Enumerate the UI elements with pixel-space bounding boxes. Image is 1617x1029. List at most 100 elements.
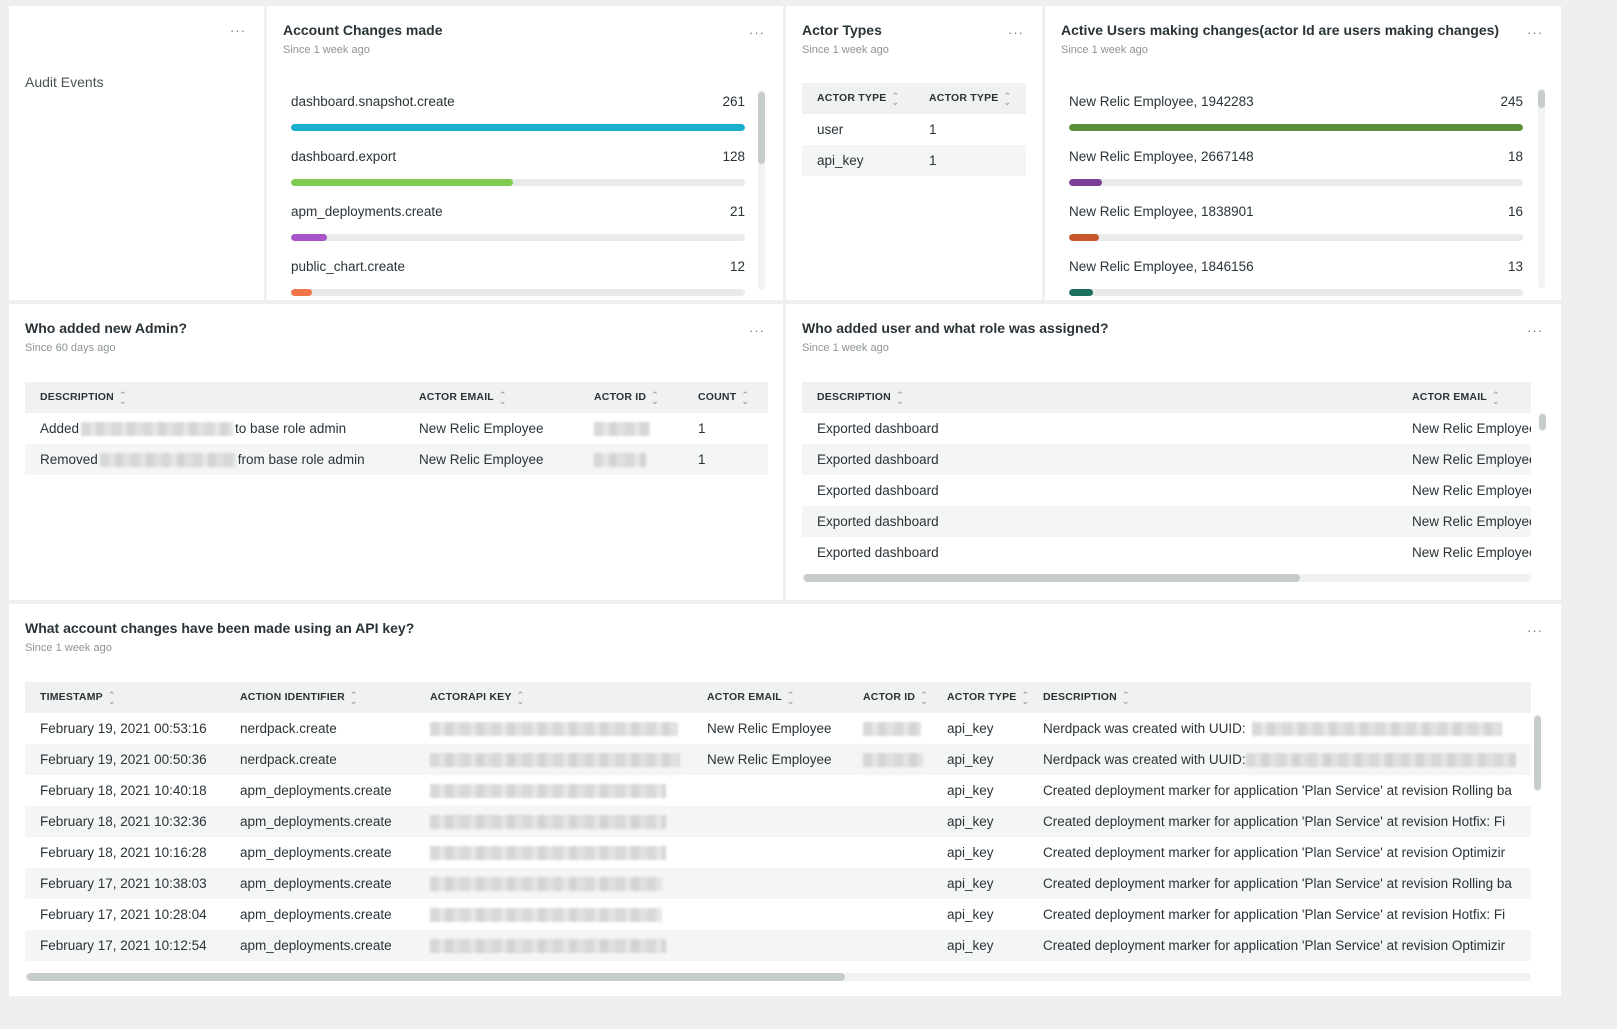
sort-icon: ⌃ ⌄	[786, 689, 795, 706]
sort-icon: ⌃ ⌄	[107, 689, 116, 706]
vertical-scrollbar[interactable]	[1539, 412, 1546, 432]
widget-menu-button[interactable]: ···	[230, 23, 246, 38]
vertical-scrollbar[interactable]	[758, 90, 765, 290]
bar-track	[1069, 124, 1523, 131]
widget-menu-button[interactable]: ···	[1008, 25, 1024, 40]
table-cell: apm_deployments.create	[225, 868, 415, 899]
bar-item[interactable]: apm_deployments.create 21	[283, 196, 745, 251]
column-header[interactable]: ACTOR EMAIL ⌃ ⌄	[1397, 382, 1531, 413]
column-header[interactable]: ACTOR TYPE ⌃ ⌄	[914, 83, 1026, 114]
column-header[interactable]: ACTOR TYPE ⌃ ⌄	[932, 682, 1029, 713]
table-cell	[848, 930, 932, 961]
column-header[interactable]: DESCRIPTION ⌃ ⌄	[25, 382, 404, 413]
table-cell: api_key	[932, 930, 1028, 961]
bar-fill	[1069, 179, 1103, 186]
table-cell: 1	[914, 145, 1026, 176]
table-row: Exported dashboard New Relic Employee	[802, 537, 1531, 568]
bar-item[interactable]: New Relic Employee, 2667148 18	[1061, 141, 1523, 196]
table-cell: New Relic Employee	[707, 721, 832, 736]
sort-icon: ⌃ ⌄	[651, 389, 659, 406]
table-cell: apm_deployments.create	[225, 806, 415, 837]
column-header[interactable]: COUNT ⌃ ⌄	[683, 382, 768, 413]
bar-item[interactable]: public_chart.create 12	[283, 251, 745, 300]
bar-label: New Relic Employee, 1838901	[1069, 204, 1254, 219]
table-cell: Created deployment marker for applicatio…	[1043, 907, 1506, 922]
scrollbar-thumb[interactable]	[758, 92, 765, 164]
vertical-scrollbar[interactable]	[1538, 88, 1545, 288]
table-cell	[848, 775, 932, 806]
widget-title: Account Changes made	[283, 22, 443, 38]
table-cell: 1	[683, 444, 768, 475]
billboard-title: Audit Events	[25, 74, 104, 90]
widget-title: Who added new Admin?	[25, 320, 188, 336]
table-cell: api_key	[947, 907, 994, 922]
horizontal-scrollbar[interactable]	[25, 973, 1531, 981]
table-cell	[848, 837, 932, 868]
bar-value: 245	[1500, 94, 1523, 109]
scrollbar-thumb[interactable]	[1539, 414, 1546, 430]
column-header[interactable]: ACTION IDENTIFIER ⌃ ⌄	[225, 682, 415, 713]
bar-item[interactable]: dashboard.snapshot.create 261	[283, 86, 745, 141]
bar-track	[291, 234, 745, 241]
scrollbar-thumb[interactable]	[804, 574, 1300, 582]
table-cell	[848, 744, 932, 775]
table-cell: api_key	[932, 806, 1028, 837]
column-header[interactable]: ACTOR ID ⌃ ⌄	[848, 682, 932, 713]
table-cell: api_key	[947, 845, 994, 860]
horizontal-scrollbar[interactable]	[802, 574, 1531, 582]
widget-menu-button[interactable]: ···	[1527, 323, 1543, 338]
widget-menu-button[interactable]: ···	[1527, 623, 1543, 638]
table-row: February 19, 2021 00:50:36 nerdpack.crea…	[25, 744, 1531, 775]
widget-subtitle: Since 1 week ago	[25, 642, 112, 654]
column-header[interactable]: ACTOR EMAIL ⌃ ⌄	[692, 682, 848, 713]
scrollbar-thumb[interactable]	[27, 973, 845, 981]
table-cell	[415, 899, 692, 930]
bar-label: apm_deployments.create	[291, 204, 443, 219]
bar-item[interactable]: New Relic Employee, 1942283 245	[1061, 86, 1523, 141]
bar-fill	[291, 179, 514, 186]
table-cell	[692, 899, 848, 930]
column-header[interactable]: ACTOR EMAIL ⌃ ⌄	[404, 382, 579, 413]
bar-label: New Relic Employee, 2667148	[1069, 149, 1254, 164]
column-header[interactable]: ACTOR TYPE ⌃ ⌄	[802, 83, 914, 114]
column-header[interactable]: DESCRIPTION ⌃ ⌄	[802, 382, 1397, 413]
table-cell: apm_deployments.create	[240, 783, 392, 798]
widget-menu-button[interactable]: ···	[1527, 25, 1543, 40]
bar-value: 13	[1507, 259, 1523, 274]
column-header[interactable]: DESCRIPTION ⌃ ⌄	[1028, 682, 1531, 713]
sort-icon: ⌃ ⌄	[516, 689, 525, 706]
widget-menu-button[interactable]: ···	[749, 323, 765, 338]
table-cell: Exported dashboard	[802, 444, 1397, 475]
widget-title: Actor Types	[802, 22, 882, 38]
column-header[interactable]: TIMESTAMP ⌃ ⌄	[25, 682, 225, 713]
table-cell	[692, 930, 848, 961]
table-row: api_key 1	[802, 145, 1026, 176]
bar-track	[1069, 179, 1523, 186]
widget-menu-button[interactable]: ···	[749, 25, 765, 40]
bar-value: 261	[722, 94, 745, 109]
table-row: Exported dashboard New Relic Employee	[802, 475, 1531, 506]
table-row: February 19, 2021 00:53:16 nerdpack.crea…	[25, 713, 1531, 744]
table-cell: nerdpack.create	[225, 744, 415, 775]
bar-item[interactable]: New Relic Employee, 1846156 13	[1061, 251, 1523, 300]
bar-track	[1069, 234, 1523, 241]
bar-item[interactable]: New Relic Employee, 1838901 16	[1061, 196, 1523, 251]
table-cell	[692, 868, 848, 899]
sort-icon: ⌃ ⌄	[1491, 389, 1500, 406]
bar-item[interactable]: dashboard.export 128	[283, 141, 745, 196]
vertical-scrollbar[interactable]	[1534, 714, 1541, 792]
table-cell: New Relic Employee	[419, 421, 544, 436]
redacted-text	[430, 846, 666, 861]
table-cell: Exported dashboard	[817, 545, 939, 560]
sort-icon: ⌃ ⌄	[920, 689, 928, 706]
column-header[interactable]: ACTOR ID ⌃ ⌄	[579, 382, 683, 413]
redacted-text	[430, 908, 662, 923]
description-text: Nerdpack was created with UUID:	[1043, 751, 1246, 767]
scrollbar-thumb[interactable]	[1538, 90, 1545, 108]
table-cell	[415, 868, 692, 899]
user-roles-widget: Who added user and what role was assigne…	[786, 304, 1561, 600]
bar-list: dashboard.snapshot.create 261 dashboard.…	[283, 86, 745, 300]
table-cell: api_key	[932, 744, 1028, 775]
scrollbar-thumb[interactable]	[1534, 716, 1541, 790]
column-header[interactable]: ACTORAPI KEY ⌃ ⌄	[415, 682, 692, 713]
